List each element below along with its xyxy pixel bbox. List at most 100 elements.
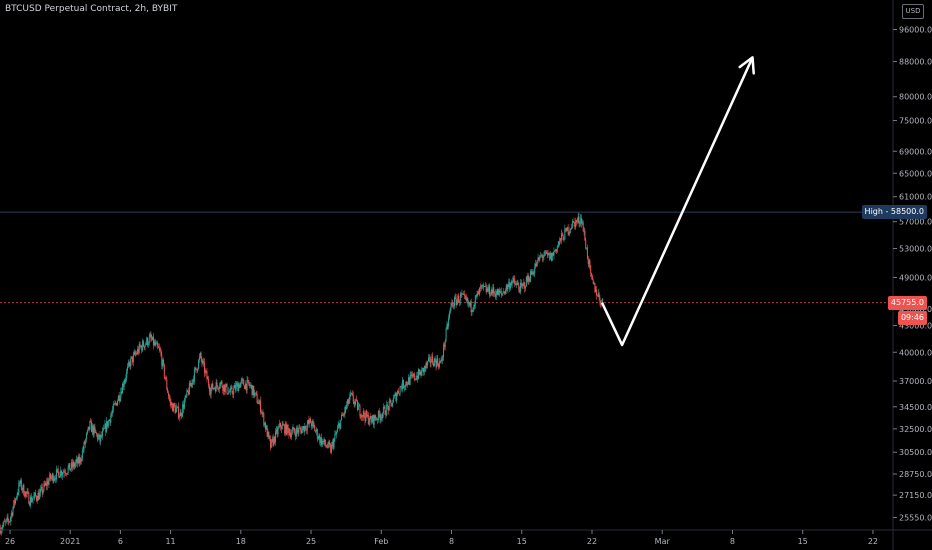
time-tick-label: 8 bbox=[730, 537, 735, 546]
candle-body bbox=[58, 472, 60, 478]
candle-body bbox=[451, 302, 453, 304]
candle-body bbox=[81, 459, 83, 462]
candle-body bbox=[425, 362, 427, 369]
candle-body bbox=[16, 494, 18, 499]
candle-body bbox=[382, 407, 384, 414]
price-tick-label: 34500.0 bbox=[899, 403, 932, 412]
candle-body bbox=[394, 393, 396, 396]
price-axis[interactable]: 96000.0 88000.0 80000.0 75000.0 69000.0 65000… bbox=[892, 0, 932, 550]
price-tick-label: 43000.0 bbox=[899, 322, 932, 331]
time-axis[interactable]: 26 2021 6 11 18 25 Feb 8 15 22 Mar 8 15 22 bbox=[0, 529, 932, 546]
candle-body bbox=[76, 459, 78, 463]
candle-body bbox=[405, 381, 407, 387]
candle-body bbox=[389, 400, 391, 402]
candle-body bbox=[543, 255, 545, 258]
candle-body bbox=[109, 419, 111, 423]
candle-body bbox=[580, 218, 582, 224]
candle-body bbox=[282, 424, 284, 426]
price-tick-label: 88000.0 bbox=[899, 58, 932, 67]
candle-body bbox=[506, 285, 508, 290]
candle-body bbox=[266, 426, 268, 437]
candle-body bbox=[359, 405, 361, 416]
candle-body bbox=[571, 221, 573, 228]
candle-body bbox=[264, 422, 266, 430]
currency-button[interactable]: USD bbox=[902, 4, 924, 19]
candle-body bbox=[292, 427, 294, 430]
candle-body bbox=[113, 404, 115, 405]
candle-body bbox=[427, 361, 429, 366]
candle-body bbox=[221, 381, 223, 387]
candle-body bbox=[182, 404, 184, 415]
candle-body bbox=[121, 391, 123, 394]
candle-body bbox=[211, 383, 213, 389]
candle-body bbox=[530, 271, 532, 282]
candle-body bbox=[344, 407, 346, 415]
candle-body bbox=[199, 352, 201, 357]
candle-body bbox=[272, 438, 274, 446]
candle-body bbox=[133, 352, 135, 355]
candle-body bbox=[130, 357, 132, 367]
candle-body bbox=[229, 391, 231, 393]
candle-body bbox=[37, 493, 39, 501]
candle-body bbox=[296, 427, 298, 431]
candle-body bbox=[121, 383, 123, 394]
candle-body bbox=[235, 384, 237, 390]
candle-body bbox=[541, 254, 543, 258]
candle-body bbox=[545, 251, 547, 253]
candle-body bbox=[171, 403, 173, 405]
candle-body bbox=[12, 507, 14, 516]
candle-body bbox=[391, 403, 393, 407]
candle-body bbox=[591, 276, 593, 280]
candle-body bbox=[45, 482, 47, 486]
candle-body bbox=[576, 220, 578, 223]
candle-body bbox=[29, 504, 31, 506]
candle-body bbox=[479, 287, 481, 289]
candle-body bbox=[186, 390, 188, 396]
candle-body bbox=[376, 418, 378, 420]
candle-body bbox=[264, 422, 266, 425]
candle-body bbox=[486, 288, 488, 292]
candle-body bbox=[225, 384, 227, 387]
candle-body bbox=[157, 342, 159, 347]
candle-body bbox=[463, 294, 465, 296]
candle-body bbox=[86, 430, 88, 434]
candle-body bbox=[42, 490, 44, 494]
candle-body bbox=[413, 373, 415, 380]
candle-body bbox=[310, 423, 312, 427]
candle-body bbox=[158, 347, 160, 349]
candle-body bbox=[289, 432, 291, 435]
candle-body bbox=[0, 530, 2, 534]
candle-body bbox=[382, 413, 384, 418]
candle-body bbox=[386, 404, 388, 415]
candle-body bbox=[526, 276, 528, 282]
candle-body bbox=[184, 395, 186, 402]
candle-body bbox=[560, 238, 562, 241]
candle-body bbox=[442, 357, 444, 360]
candle-body bbox=[210, 388, 212, 395]
candle-body bbox=[157, 346, 159, 348]
candle-body bbox=[24, 495, 26, 497]
candle-body bbox=[416, 375, 418, 380]
candle-body bbox=[347, 399, 349, 404]
candle-body bbox=[9, 517, 11, 522]
candle-body bbox=[0, 528, 1, 534]
candle-body bbox=[452, 302, 454, 307]
candle-body bbox=[456, 300, 458, 306]
candle-body bbox=[377, 410, 379, 420]
price-tick-label: 75000.0 bbox=[899, 117, 932, 126]
candle-body bbox=[460, 293, 462, 295]
candle-body bbox=[277, 428, 279, 435]
candle-body bbox=[545, 251, 547, 254]
candle-body bbox=[524, 282, 526, 289]
candle-body bbox=[591, 273, 593, 277]
candle-body bbox=[154, 341, 156, 346]
candle-body bbox=[14, 500, 16, 504]
candle-body bbox=[446, 324, 448, 329]
time-tick-label: 2021 bbox=[60, 537, 80, 546]
candle-body bbox=[356, 400, 358, 411]
candle-body bbox=[429, 356, 431, 364]
candle-body bbox=[13, 500, 15, 508]
candle-body bbox=[142, 341, 144, 351]
candle-body bbox=[383, 406, 385, 408]
